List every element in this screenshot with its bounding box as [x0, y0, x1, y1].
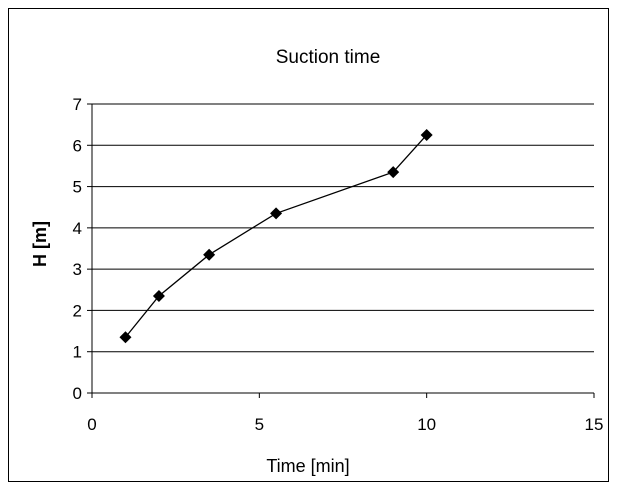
chart-title: Suction time — [276, 47, 381, 68]
gridlines — [92, 103, 594, 353]
series — [119, 128, 433, 344]
y-tick-label-5: 5 — [73, 178, 82, 197]
x-tick-label-0: 0 — [87, 415, 96, 434]
data-point-3 — [270, 207, 283, 220]
y-tick-label-2: 2 — [73, 301, 82, 320]
chart-frame — [8, 8, 609, 482]
x-tick-labels: 0 5 10 15 — [87, 415, 603, 434]
y-tick-label-0: 0 — [73, 384, 82, 403]
y-tick-label-7: 7 — [73, 95, 82, 114]
x-tick-label-3: 15 — [585, 415, 604, 434]
data-point-4 — [387, 166, 400, 179]
y-tick-label-4: 4 — [73, 219, 82, 238]
x-tick-label-1: 5 — [255, 415, 264, 434]
series-line-0 — [124, 134, 428, 338]
data-point-2 — [203, 248, 216, 261]
y-tick-label-6: 6 — [73, 136, 82, 155]
axes — [87, 103, 595, 398]
y-tick-label-3: 3 — [73, 260, 82, 279]
x-axis-label: Time [min] — [266, 456, 349, 476]
data-point-0 — [119, 331, 132, 344]
data-point-5 — [420, 128, 433, 141]
y-tick-labels: 0 1 2 3 4 5 6 7 — [73, 95, 82, 403]
y-tick-label-1: 1 — [73, 343, 82, 362]
data-point-1 — [152, 289, 165, 302]
y-axis-label: H [m] — [30, 221, 50, 267]
x-tick-label-2: 10 — [417, 415, 436, 434]
